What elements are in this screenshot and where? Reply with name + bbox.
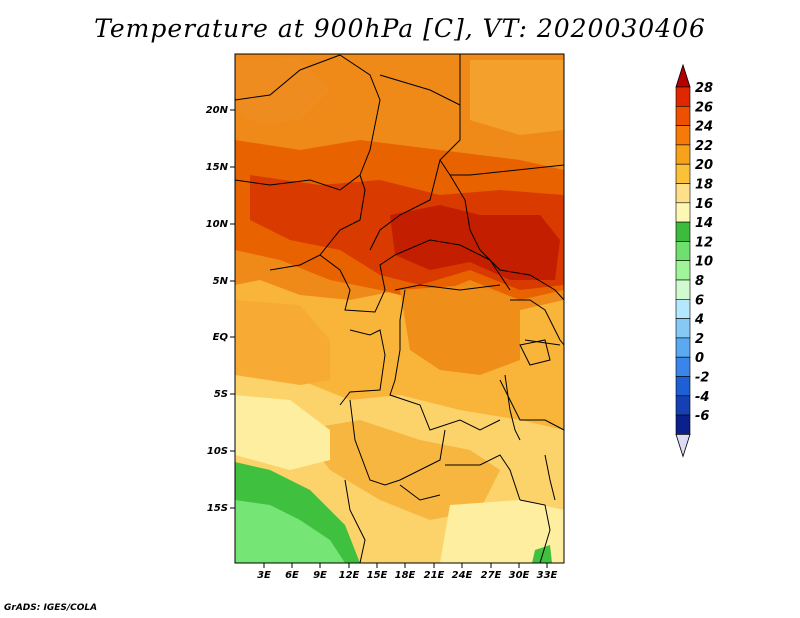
lon-label: 3E [257,570,271,581]
lat-label: 20N [206,105,229,116]
colorbar-label: 16 [695,197,713,212]
colorbar-label: 28 [695,81,713,96]
colorbar-bottom-arrow [675,433,691,458]
colorbar-segment [675,125,691,146]
colorbar-label: -4 [695,390,709,405]
lon-label: 12E [339,570,360,581]
colorbar-segment [675,298,691,319]
field-southeast-pale [440,500,564,563]
colorbar-segment [675,395,691,416]
colorbar-label: 18 [695,178,713,193]
border-mozambique [519,499,551,563]
border-chad [369,74,461,251]
colorbar-segment [675,202,691,223]
colorbar-label: 12 [695,235,713,250]
colorbar-label: -2 [695,371,709,386]
lon-ticks [263,563,548,568]
country-borders [235,54,564,563]
colorbar-segment [675,144,691,165]
colorbar-label: 22 [695,139,713,154]
lat-label: 5N [213,276,229,287]
lat-label: 15S [207,503,228,514]
lon-labels: 3E 6E 9E 12E 15E 18E 21E 24E 27E 30E 33E [257,570,557,581]
field-north-mild [470,60,564,135]
colorbar-label: -6 [695,409,709,424]
colorbar-label: 0 [695,351,704,366]
chart-title: Temperature at 900hPa [C], VT: 202003040… [94,14,706,43]
lon-label: 9E [313,570,327,581]
border-lake-malawi [544,454,556,501]
colorbar-segment [675,279,691,300]
border-cameroon [319,254,396,313]
field-congo [400,285,520,375]
colorbar-label: 26 [695,100,713,115]
lat-labels: 20N 15N 10N 5N EQ 5S 10S 15S [206,105,229,514]
colorbar-label: 10 [695,255,713,270]
colorbar-label: 2 [695,332,704,347]
colorbar-segment [675,106,691,126]
border-tanzania [499,379,564,431]
border-uganda [510,299,564,346]
border-angola [349,399,446,486]
border-zambia [445,454,521,501]
field-hottest [390,205,560,280]
border-car [394,239,511,291]
border-namibia [344,479,441,563]
colorbar-segment [675,86,691,107]
border-south-sudan [449,174,564,301]
lat-label: 15N [206,162,229,173]
lon-label: 33E [537,570,558,581]
colorbar-label: 4 [694,313,704,328]
field-north-west [235,58,330,125]
colorbar-segment [675,376,691,397]
grads-credit: GrADS: IGES/COLA [4,603,98,613]
colorbar-segment [675,356,691,377]
colorbar-segment [675,241,691,261]
field-green-se [532,545,552,563]
field-atlantic [235,300,330,385]
lon-label: 15E [367,570,388,581]
field-lightgreen [235,500,345,563]
temperature-field [235,54,564,563]
lon-label: 6E [285,570,299,581]
lat-label: 5S [214,389,228,400]
border-drc-west [339,329,386,406]
colorbar-label: 24 [695,120,713,135]
colorbar-segment [675,318,691,339]
map-frame [234,53,565,564]
colorbar-label: 20 [695,158,713,173]
border-sahara [235,54,381,176]
colorbar-segment [675,414,691,435]
border-lake-tanganyika [504,374,521,441]
lat-label: EQ [213,332,229,343]
lat-label: 10S [207,446,228,457]
lon-label: 30E [509,570,530,581]
colorbar-label: 6 [695,293,704,308]
colorbar-segment [675,260,691,281]
border-niger-nigeria [235,174,366,271]
border-lake-victoria [519,339,551,366]
field-south-pale [235,395,330,470]
colorbar-label: 14 [695,216,713,231]
colorbar-segment [675,337,691,358]
colorbar-segment [675,163,691,184]
border-libya-egypt [439,54,564,176]
lat-label: 10N [206,219,229,230]
colorbar-label: 8 [695,274,704,289]
lon-label: 27E [481,570,502,581]
lon-label: 21E [424,570,445,581]
lat-ticks [230,109,235,509]
colorbar-segment [675,221,691,242]
colorbar-segment [675,183,691,204]
lon-label: 18E [395,570,416,581]
border-drc [389,289,501,431]
colorbar-top-arrow [675,63,691,88]
lon-label: 24E [452,570,473,581]
field-south-mild [300,420,500,520]
